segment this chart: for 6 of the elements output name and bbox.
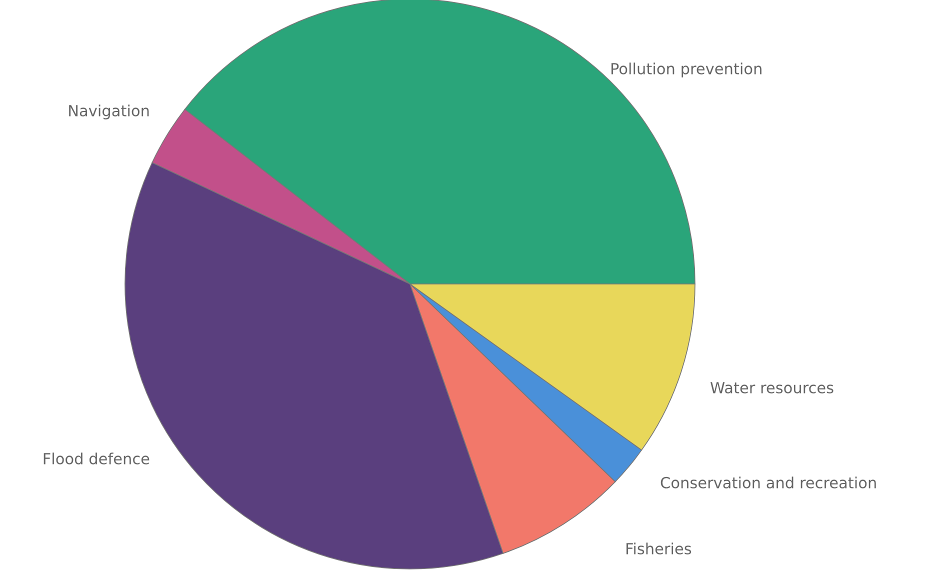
slice-label: Flood defence [44, 452, 150, 464]
slice-label: Pollution prevention [612, 62, 762, 78]
slice-label: Conservation and recreation [660, 476, 876, 488]
slice-label: Water resources [710, 382, 834, 394]
slice-label: Navigation [69, 104, 149, 120]
slice-label: Fisheries [626, 542, 692, 554]
